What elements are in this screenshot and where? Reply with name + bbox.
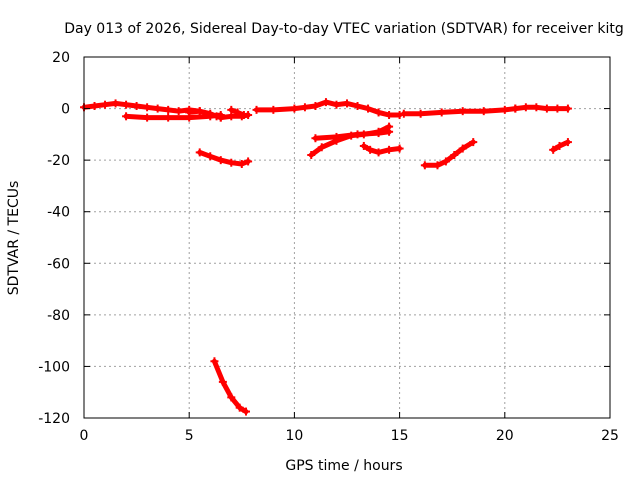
data-point [218,377,227,386]
data-point [269,105,278,114]
data-point [195,107,204,116]
data-point [553,104,562,113]
data-point [441,157,450,166]
data-point [385,127,394,136]
data-point [563,138,572,147]
data-point [237,160,246,169]
data-point [458,107,467,116]
x-tick-label: 5 [185,428,194,444]
data-point [532,103,541,112]
data-point [479,107,488,116]
data-point [164,113,173,122]
data-point [143,103,152,112]
data-point [555,141,564,150]
data-point [385,111,394,120]
data-point [300,103,309,112]
data-point [153,104,162,113]
data-layer [80,98,572,416]
x-tick-label: 0 [80,428,89,444]
axis-layer: 0 5 10 15 20 25 20 0 -20 -40 -60 -80 -100 -120 [38,50,619,444]
data-point [359,141,368,150]
data-point [542,104,551,113]
y-tick-label: -60 [47,256,70,272]
data-point [311,101,320,110]
data-point [311,134,320,143]
data-point [385,145,394,154]
data-point [101,100,110,109]
data-point [210,357,219,366]
data-point [321,98,330,107]
data-point [122,112,131,121]
data-point [511,104,520,113]
data-point [90,101,99,110]
y-tick-label: 20 [52,50,70,66]
data-point [332,100,341,109]
data-point [206,152,215,161]
x-tick-label: 15 [391,428,409,444]
data-point [174,107,183,116]
data-point [307,150,316,159]
data-point [343,99,351,108]
data-point [317,143,326,152]
y-tick-label: -100 [38,359,70,375]
data-point [185,108,194,117]
data-point [239,111,248,120]
data-point [420,161,429,170]
data-point [111,99,120,108]
data-point [242,407,251,416]
data-point [227,105,236,114]
plot-frame [83,56,611,419]
data-point [364,104,373,113]
chart-title: Day 013 of 2026, Sidereal Day-to-day VTE… [64,21,624,37]
data-point [433,161,442,170]
data-point [395,144,404,153]
data-point [469,138,478,147]
data-point [252,105,261,114]
data-point [374,148,383,157]
data-point [122,100,131,109]
data-point [549,145,558,154]
y-tick-label: -20 [47,153,70,169]
data-point [227,158,236,167]
y-tick-label: -40 [47,205,70,221]
data-point [353,101,362,110]
y-axis-label: SDTVAR / TECUs [6,181,22,296]
data-point [366,145,375,154]
data-point [437,108,446,117]
x-tick-label: 25 [601,428,619,444]
y-tick-label: -120 [38,411,70,427]
data-track-7 [211,358,249,415]
data-point [399,109,408,118]
data-point [353,130,362,139]
data-point [233,108,242,117]
data-point [132,101,141,110]
data-point [332,132,341,141]
x-axis-label: GPS time / hours [285,458,402,474]
data-point [416,109,425,118]
data-point [374,129,383,138]
data-point [235,403,244,412]
data-point [290,104,299,113]
data-point [563,104,572,113]
y-tick-label: -80 [47,308,70,324]
data-point [227,393,236,402]
x-tick-label: 10 [285,428,303,444]
data-point [374,108,383,117]
data-point [521,103,530,112]
data-point [500,105,509,114]
x-tick-label: 20 [496,428,514,444]
data-point [206,109,215,118]
data-point [216,156,225,165]
data-point [458,144,467,153]
data-point [164,105,173,114]
data-point [143,113,152,122]
data-point [450,150,459,159]
data-point [195,148,204,157]
data-point [216,113,225,122]
data-point [244,157,253,166]
y-tick-label: 0 [61,102,70,118]
